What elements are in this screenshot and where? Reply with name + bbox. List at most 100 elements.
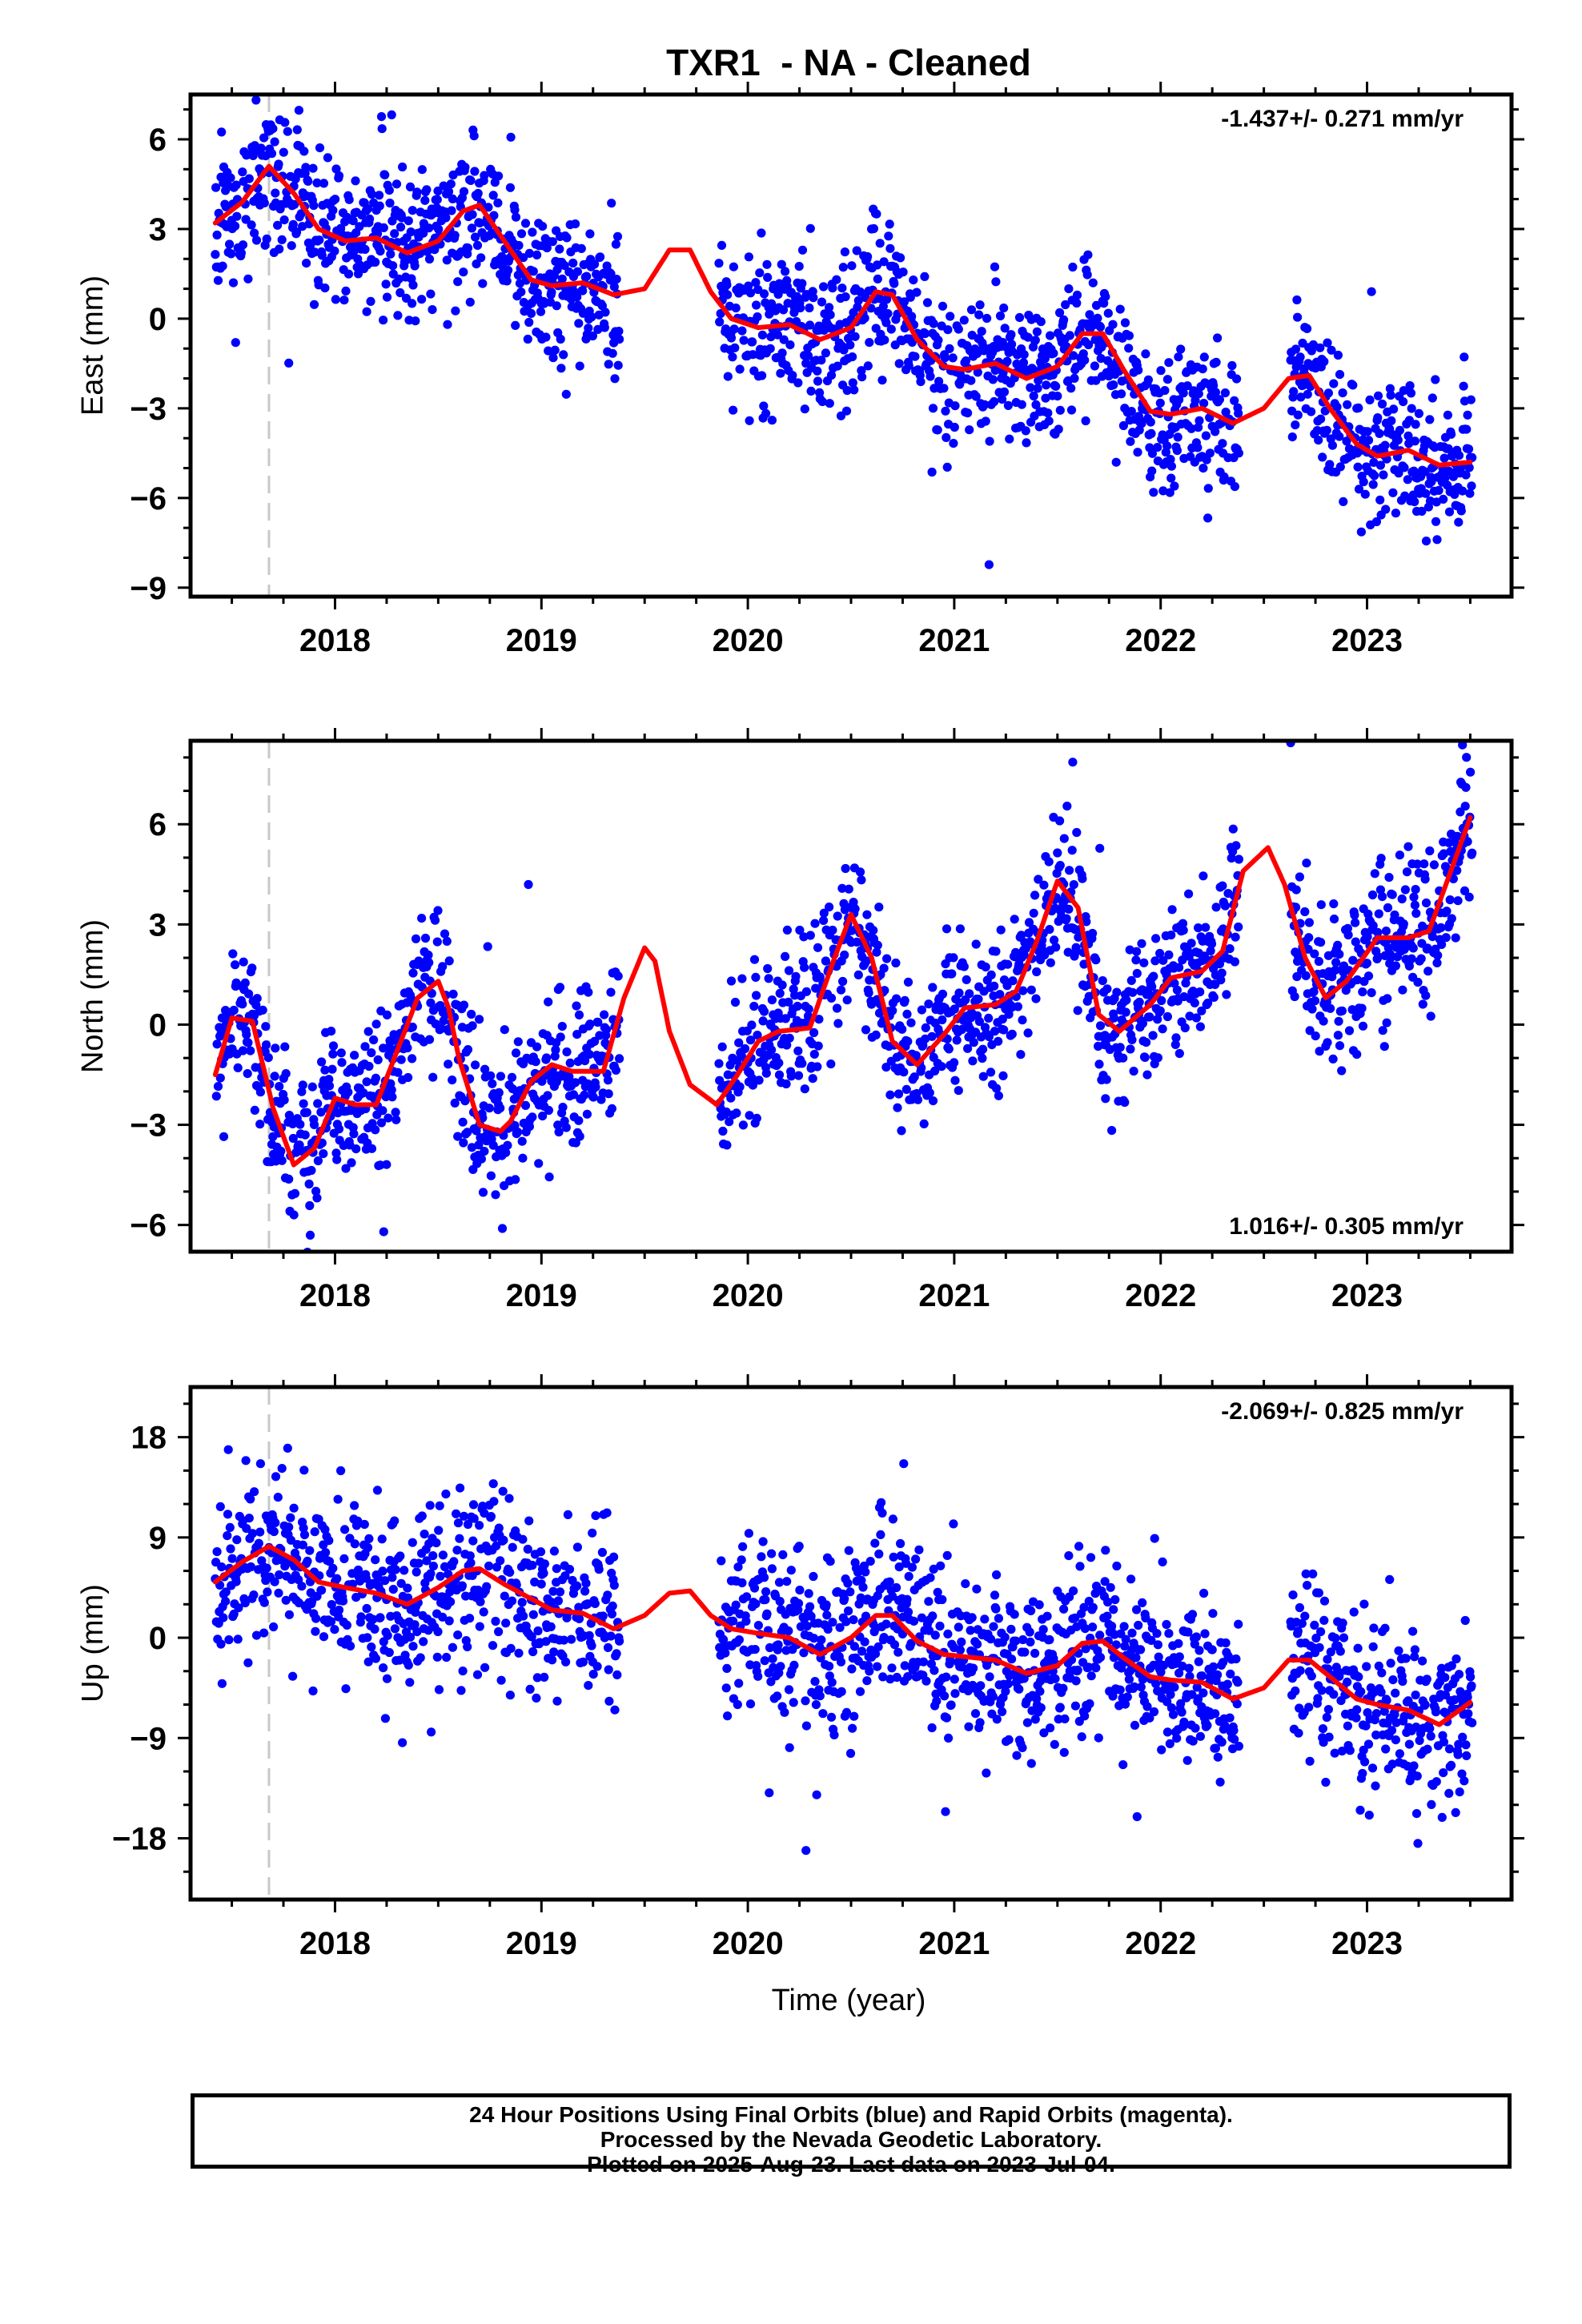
x-tick-label: 2023 [1331,1278,1403,1313]
data-point [236,248,246,258]
data-point [969,1663,978,1673]
data-point [552,1564,561,1574]
data-point [848,352,857,362]
data-point [541,332,551,342]
data-point [263,1053,273,1063]
data-point [1225,944,1235,954]
data-point [480,1064,490,1074]
data-point [1016,1050,1026,1059]
data-point [781,1079,791,1089]
data-point [311,1614,321,1623]
data-point [836,1657,846,1667]
data-point [1137,939,1146,948]
data-point [1399,397,1408,407]
data-point [1194,423,1203,432]
data-point [791,971,801,981]
data-point [528,1647,538,1657]
data-point [459,1138,468,1148]
data-point [1014,312,1025,323]
data-point [548,237,557,247]
data-point [1034,875,1043,884]
data-point [1026,383,1035,392]
data-point [1363,971,1374,981]
data-point [862,910,872,919]
data-point [1432,958,1442,967]
data-point [855,867,865,877]
data-point [963,408,973,418]
data-point [259,133,269,143]
data-point [928,1096,938,1106]
data-point [978,1044,988,1054]
data-point [1452,866,1462,875]
data-point [1329,915,1339,924]
data-point [1302,858,1311,868]
data-point [1410,497,1419,507]
data-point [1018,986,1028,995]
data-point [250,1487,259,1497]
data-point [721,1648,730,1658]
data-point [805,303,814,313]
data-point [261,1022,271,1031]
data-point [428,305,437,315]
data-point [247,963,257,973]
data-point [847,261,857,271]
data-point [1121,1007,1130,1017]
data-point [744,1529,754,1538]
data-point [292,125,302,135]
data-point [386,249,396,259]
data-point [801,1846,811,1856]
data-point [1095,1630,1105,1640]
data-point [1445,895,1455,905]
data-point [845,340,855,350]
data-point [587,1641,596,1651]
data-point [436,1571,445,1581]
data-point [298,222,307,231]
data-point [917,1613,926,1622]
data-point [591,1082,600,1092]
data-point [810,1677,820,1687]
data-point [1026,1759,1036,1768]
data-point [1051,381,1061,391]
data-point [1350,911,1359,920]
data-point [903,1036,913,1046]
data-point [1022,438,1031,448]
data-point [1386,953,1395,963]
data-point [903,1607,913,1617]
data-point [950,401,960,411]
data-point [518,1153,528,1163]
data-point [1203,484,1213,493]
data-point [1458,741,1468,750]
data-point [232,211,242,221]
data-point [800,1084,809,1094]
x-tick-label: 2022 [1125,623,1196,658]
data-point [1394,468,1403,478]
data-point [964,1722,974,1731]
data-point [1065,331,1074,340]
data-point [1186,939,1196,948]
data-point [802,1622,812,1631]
data-point [377,124,387,134]
data-point [223,1531,232,1541]
data-point [949,439,958,448]
data-point [362,1077,371,1087]
data-point [510,205,520,215]
data-point [391,179,402,189]
data-point [959,316,969,325]
data-point [467,1143,477,1152]
data-point [380,1576,390,1586]
data-point [396,1578,406,1588]
data-point [884,1606,893,1615]
data-point [773,289,783,300]
data-point [757,228,766,238]
data-point [1295,352,1305,362]
data-point [940,1691,950,1701]
data-point [934,336,943,345]
data-point [767,1045,777,1055]
data-point [980,400,990,409]
data-point [578,1657,588,1667]
data-point [590,1598,600,1608]
data-point [1384,873,1394,883]
data-point [1131,955,1141,965]
data-point [243,274,253,283]
y-tick-label: 0 [149,302,167,337]
